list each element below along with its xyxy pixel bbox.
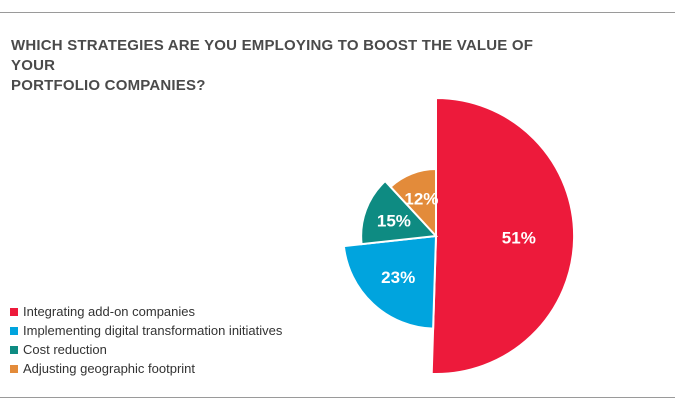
pie-slice xyxy=(389,168,437,239)
legend-swatch xyxy=(10,345,18,354)
legend-label: Integrating add-on companies xyxy=(23,304,196,319)
slice-value-label: 12% xyxy=(404,190,438,209)
legend-item: Integrating add-on companies xyxy=(10,302,282,321)
chart-title-line-1: WHICH STRATEGIES ARE YOU EMPLOYING TO BO… xyxy=(11,37,534,74)
pie-slice xyxy=(430,96,576,375)
slice-value-label: 23% xyxy=(381,268,415,287)
top-rule xyxy=(0,12,675,13)
legend-label: Cost reduction xyxy=(23,342,107,357)
legend-item: Adjusting geographic footprint xyxy=(10,359,282,378)
legend-label: Adjusting geographic footprint xyxy=(23,361,196,376)
slice-value-label: 51% xyxy=(502,228,536,247)
slice-value-label: 15% xyxy=(377,211,411,230)
legend-label: Implementing digital transformation init… xyxy=(23,323,283,338)
chart-title: WHICH STRATEGIES ARE YOU EMPLOYING TO BO… xyxy=(11,36,571,96)
legend-swatch xyxy=(10,326,18,335)
chart-title-line-2: PORTFOLIO COMPANIES? xyxy=(11,77,206,94)
legend-swatch xyxy=(10,364,18,373)
legend-item: Cost reduction xyxy=(10,340,282,359)
legend-item: Implementing digital transformation init… xyxy=(10,321,282,340)
pie-slice xyxy=(360,179,439,246)
pie-slice xyxy=(342,234,438,330)
legend: Integrating add-on companies Implementin… xyxy=(10,302,282,378)
legend-swatch xyxy=(10,307,18,316)
bottom-rule xyxy=(0,397,675,398)
